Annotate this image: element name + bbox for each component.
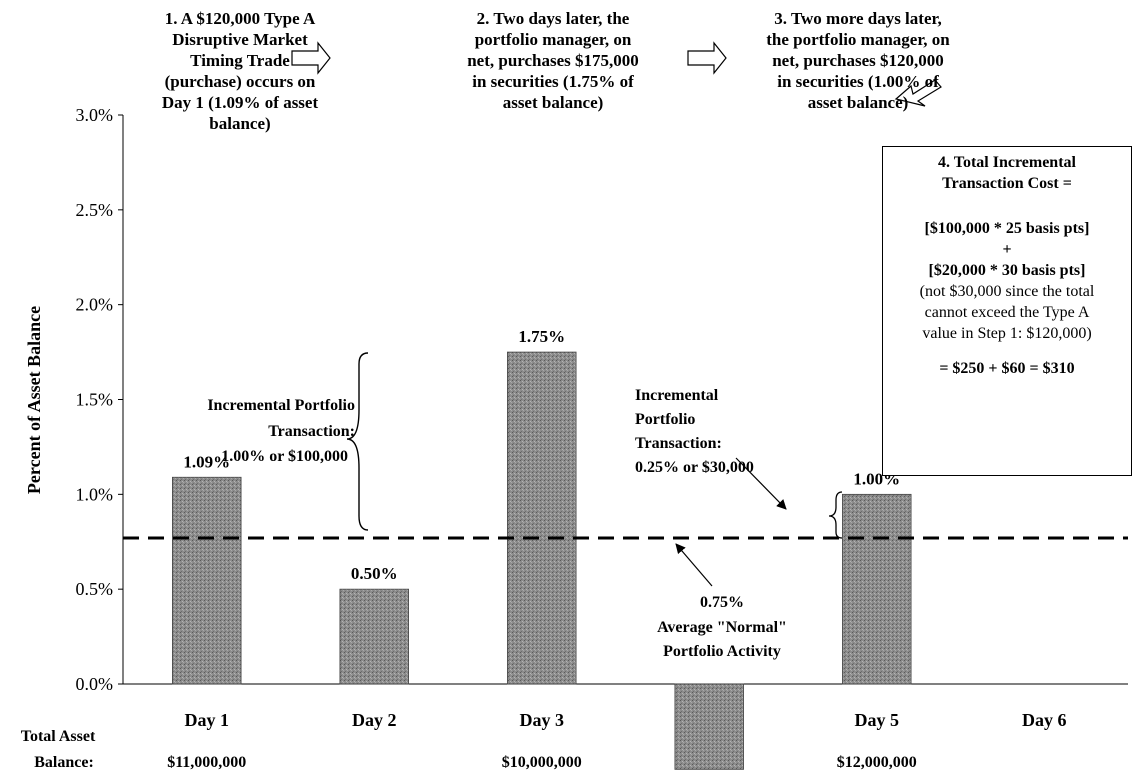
bar-value-labels: 1.09%0.50%1.75%-0.45%1.00% <box>183 327 900 781</box>
brace-incremental-2 <box>828 491 843 539</box>
right-arrow-icon <box>291 41 331 75</box>
step-line: Disruptive Market <box>172 30 308 49</box>
asset-balance-value: $11,000,000 <box>167 754 246 771</box>
step-1-text: 1. A $120,000 Type A Disruptive Market T… <box>140 8 340 134</box>
bar-value-label: -0.45% <box>683 778 735 781</box>
step-line: 3. Two more days later, <box>774 9 942 28</box>
bar <box>172 476 242 685</box>
asset-balance-value: $10,000,000 <box>502 754 582 771</box>
annotation-line: Portfolio Activity <box>663 643 781 660</box>
step-line: 2. Two days later, the <box>476 9 630 28</box>
annotation-line: Incremental Portfolio <box>207 397 355 414</box>
annotation-incremental-1: Incremental Portfolio Transaction: 1.00%… <box>207 397 355 465</box>
asset-balance-value: $12,000,000 <box>837 754 917 771</box>
total-cost-box: 4. Total Incremental Transaction Cost = … <box>882 146 1132 476</box>
y-tick-label: 0.0% <box>76 674 114 694</box>
annotation-line: Average "Normal" <box>657 619 787 636</box>
step-line: 1. A $120,000 Type A <box>164 9 316 28</box>
bar <box>674 683 744 770</box>
x-tick-label: Day 5 <box>855 710 900 730</box>
y-ticks: 0.0% 0.5% 1.0% 1.5% 2.0% 2.5% 3.0% <box>76 105 123 694</box>
annotation-incremental-2: Incremental Portfolio Transaction: 0.25%… <box>635 387 754 476</box>
x-tick-label: Day 6 <box>1022 710 1067 730</box>
cost-note: cannot exceed the Type A <box>924 304 1090 321</box>
bar <box>842 493 912 685</box>
cost-note: (not $30,000 since the total <box>919 283 1095 300</box>
annotation-line: Portfolio <box>635 411 695 428</box>
step-2-text: 2. Two days later, the portfolio manager… <box>428 8 678 113</box>
brace-incremental-1 <box>346 352 369 531</box>
step-3-text: 3. Two more days later, the portfolio ma… <box>728 8 988 113</box>
right-arrow-icon <box>687 41 727 75</box>
y-tick-label: 2.5% <box>76 200 114 220</box>
step-line: Timing Trade <box>190 51 290 70</box>
y-tick-label: 2.0% <box>76 295 114 315</box>
annotation-line: 0.25% or $30,000 <box>635 459 754 476</box>
cost-line: [$20,000 * 30 basis pts] <box>928 262 1086 279</box>
bar <box>507 351 577 685</box>
step-line: portfolio manager, on <box>474 30 632 49</box>
pointer-arrow-incremental <box>735 457 787 510</box>
y-tick-label: 1.5% <box>76 390 114 410</box>
down-right-arrow-icon <box>894 79 942 107</box>
x-tick-labels: Day 1 Day 2 Day 3 Day 5 Day 6 <box>185 710 1067 730</box>
step-line: net, purchases $175,000 <box>467 51 639 70</box>
y-tick-label: 3.0% <box>76 105 114 125</box>
cost-title: Transaction Cost = <box>942 175 1072 192</box>
cost-line: [$100,000 * 25 basis pts] <box>924 220 1090 237</box>
bar-value-label: 1.75% <box>518 327 565 346</box>
bar-value-label: 1.09% <box>183 452 230 471</box>
y-tick-label: 1.0% <box>76 484 114 504</box>
x-tick-label: Day 1 <box>185 710 230 730</box>
annotation-line: 0.75% <box>700 594 744 611</box>
step-line: (purchase) occurs on <box>164 72 316 91</box>
asset-balance-label: Balance: <box>34 754 94 771</box>
step-line: the portfolio manager, on <box>766 30 950 49</box>
step-line: in securities (1.00% of <box>777 72 939 91</box>
asset-balance-label: Total Asset <box>21 728 96 745</box>
cost-result: = $250 + $60 = $310 <box>939 360 1075 377</box>
step-line: net, purchases $120,000 <box>772 51 944 70</box>
step-line: Day 1 (1.09% of asset <box>161 93 319 112</box>
bars <box>172 351 912 770</box>
cost-plus: + <box>1002 241 1012 258</box>
step-line: balance) <box>209 114 271 133</box>
step-line: asset balance) <box>807 93 909 112</box>
x-tick-label: Day 2 <box>352 710 397 730</box>
asset-balance-row: Total Asset Balance: $11,000,000 $10,000,… <box>21 728 917 771</box>
pointer-arrow-average <box>675 543 713 587</box>
step-line: in securities (1.75% of <box>472 72 634 91</box>
x-tick-label: Day 3 <box>520 710 565 730</box>
annotation-average: 0.75% Average "Normal" Portfolio Activit… <box>657 594 787 660</box>
y-axis-title: Percent of Asset Balance <box>24 306 44 494</box>
annotation-line: Transaction: <box>635 435 722 452</box>
annotation-line: 1.00% or $100,000 <box>221 448 348 465</box>
bar-value-label: 0.50% <box>351 564 398 583</box>
bar <box>339 588 409 685</box>
cost-title: 4. Total Incremental <box>938 154 1076 171</box>
cost-note: value in Step 1: $120,000) <box>922 325 1092 342</box>
y-tick-label: 0.5% <box>76 579 114 599</box>
step-line: asset balance) <box>502 93 604 112</box>
annotation-line: Transaction: <box>268 423 355 440</box>
annotation-line: Incremental <box>635 387 719 404</box>
